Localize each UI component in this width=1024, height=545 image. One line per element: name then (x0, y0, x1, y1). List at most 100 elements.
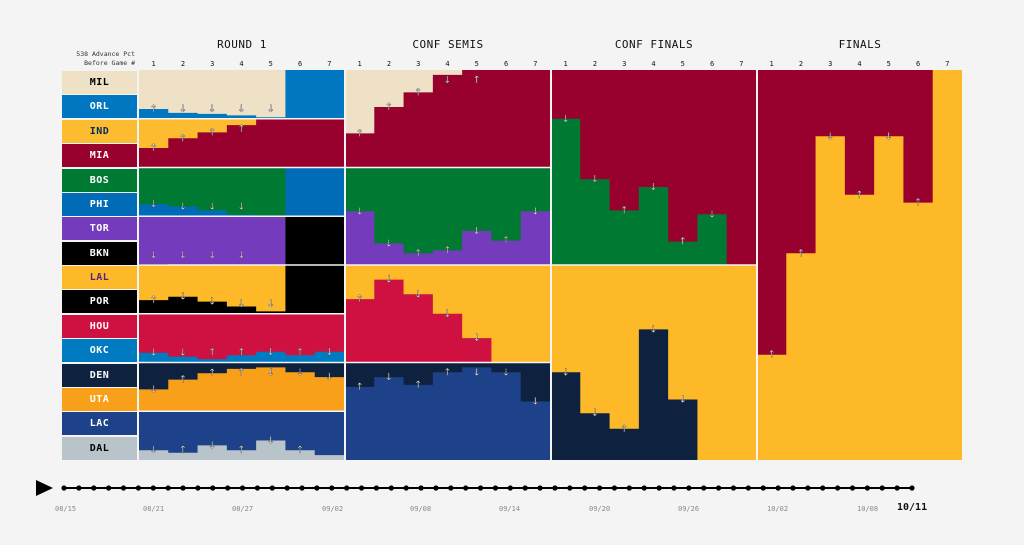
game-result-arrow: ↑ (355, 128, 363, 139)
game-number-label: 6 (916, 60, 920, 68)
timeline-game-dot[interactable] (671, 485, 677, 491)
timeline[interactable] (0, 470, 1024, 545)
timeline-game-dot[interactable] (448, 485, 454, 491)
timeline-game-dot[interactable] (135, 485, 141, 491)
timeline-game-dot[interactable] (686, 485, 692, 491)
timeline-game-dot[interactable] (730, 485, 737, 491)
timeline-game-dot[interactable] (626, 485, 632, 491)
timeline-game-dot[interactable] (715, 485, 722, 491)
timeline-game-dot[interactable] (582, 485, 588, 491)
timeline-game-dot[interactable] (165, 485, 171, 491)
team-label-bkn[interactable]: BKN (62, 241, 137, 265)
team-label-dal[interactable]: DAL (62, 436, 137, 460)
team-label-por[interactable]: POR (62, 290, 137, 314)
timeline-game-dot[interactable] (120, 485, 127, 491)
team-label-tor[interactable]: TOR (62, 217, 137, 241)
timeline-game-dot[interactable] (358, 485, 365, 491)
timeline-game-dot[interactable] (254, 485, 261, 491)
timeline-game-dot[interactable] (463, 485, 469, 491)
timeline-game-dot[interactable] (894, 485, 900, 491)
timeline-game-dot[interactable] (61, 485, 67, 491)
team-label-uta[interactable]: UTA (62, 387, 137, 411)
game-number-label: 3 (828, 60, 832, 68)
timeline-game-dot[interactable] (239, 485, 246, 491)
panel-tor-bkn: ↓ ↓ ↓ ↓ (139, 216, 344, 265)
timeline-game-dot[interactable] (537, 485, 543, 491)
team-label-phi[interactable]: PHI (62, 192, 137, 216)
timeline-game-dot[interactable] (418, 485, 424, 491)
timeline-game-dot[interactable] (835, 485, 841, 491)
game-number-label: 6 (298, 60, 302, 68)
team-label-mia[interactable]: MIA (62, 144, 137, 168)
game-result-arrow: ↓ (561, 114, 569, 125)
timeline-game-dot[interactable] (611, 485, 618, 491)
timeline-game-dot[interactable] (522, 485, 528, 491)
timeline-game-dot[interactable] (210, 485, 216, 491)
team-label-mil[interactable]: MIL (62, 71, 137, 94)
game-result-arrow: ↓ (149, 445, 157, 456)
timeline-game-dot[interactable] (760, 485, 766, 491)
game-number-label: 1 (358, 60, 362, 68)
timeline-game-dot[interactable] (790, 485, 796, 491)
timeline-game-dot[interactable] (299, 485, 305, 491)
series-area (139, 362, 344, 390)
team-label-hou[interactable]: HOU (62, 314, 137, 338)
panel-mil-orl: ↑ ↓ ↓ ↓ ↓ (139, 70, 344, 119)
timeline-game-dot[interactable] (388, 485, 394, 491)
timeline-game-dot[interactable] (195, 485, 201, 491)
timeline-game-dot[interactable] (344, 485, 350, 491)
game-result-arrow: ↑ (679, 237, 687, 248)
timeline-game-dot[interactable] (329, 485, 335, 491)
team-label-lac[interactable]: LAC (62, 412, 137, 436)
timeline-game-dot[interactable] (373, 485, 380, 491)
timeline-game-dot[interactable] (477, 485, 484, 491)
game-result-arrow: ↓ (502, 368, 510, 379)
timeline-game-dot[interactable] (76, 485, 82, 491)
timeline-game-dot[interactable] (91, 485, 97, 491)
game-result-arrow: ↓ (208, 250, 216, 261)
timeline-game-dot[interactable] (805, 485, 811, 491)
game-result-arrow: ↓ (149, 384, 157, 395)
game-result-arrow: ↓ (237, 250, 245, 261)
timeline-game-dot[interactable] (403, 485, 409, 491)
timeline-game-dot[interactable] (507, 485, 513, 491)
team-label-den[interactable]: DEN (62, 363, 137, 387)
game-result-arrow: ↓ (649, 182, 657, 193)
timeline-game-dot[interactable] (284, 485, 290, 491)
timeline-game-dot[interactable] (552, 485, 558, 491)
panel-lac-dal: ↓ ↑ ↓ ↑ ↓ ↑ (139, 411, 344, 460)
game-result-arrow: ↓ (208, 104, 216, 115)
timeline-game-dot[interactable] (314, 485, 320, 491)
series-area (139, 313, 344, 360)
timeline-game-dot[interactable] (701, 485, 707, 491)
timeline-game-dot[interactable] (180, 485, 186, 491)
game-result-arrow: ↓ (414, 289, 422, 300)
timeline-game-dot[interactable] (775, 485, 781, 491)
timeline-game-dot[interactable] (106, 485, 112, 491)
team-label-bos[interactable]: BOS (62, 168, 137, 192)
game-result-arrow: ↑ (237, 445, 245, 456)
timeline-game-dot[interactable] (269, 485, 275, 491)
timeline-game-dot[interactable] (150, 485, 156, 491)
game-result-arrow: ↓ (885, 131, 893, 142)
game-number-label: 4 (651, 60, 655, 68)
team-label-ind[interactable]: IND (62, 119, 137, 143)
timeline-game-dot[interactable] (492, 485, 499, 491)
play-icon[interactable] (36, 480, 53, 496)
team-label-lal[interactable]: LAL (62, 266, 137, 289)
timeline-game-dot[interactable] (225, 485, 231, 491)
timeline-game-dot[interactable] (433, 485, 439, 491)
team-label-orl[interactable]: ORL (62, 95, 137, 119)
timeline-game-dot[interactable] (641, 485, 647, 491)
timeline-game-dot[interactable] (656, 485, 662, 491)
timeline-game-dot[interactable] (567, 485, 573, 491)
team-label-okc[interactable]: OKC (62, 339, 137, 363)
timeline-game-dot[interactable] (820, 485, 826, 491)
timeline-game-dot[interactable] (849, 485, 856, 491)
timeline-game-dot[interactable] (596, 485, 603, 491)
timeline-game-dot[interactable] (864, 485, 870, 491)
game-result-arrow: ↓ (237, 201, 245, 212)
timeline-game-dot[interactable] (909, 485, 915, 491)
timeline-game-dot[interactable] (879, 485, 885, 491)
timeline-game-dot[interactable] (745, 485, 751, 491)
